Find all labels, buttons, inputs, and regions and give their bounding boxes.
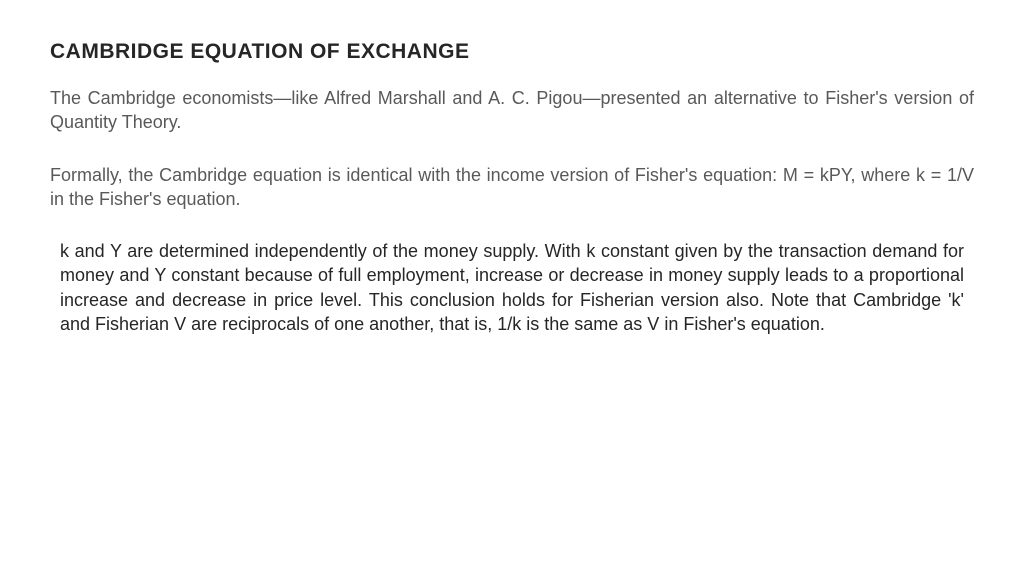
explanation-block: k and Y are determined independently of … <box>50 239 974 336</box>
page-title: CAMBRIDGE EQUATION OF EXCHANGE <box>50 40 974 64</box>
intro-paragraph: The Cambridge economists—like Alfred Mar… <box>50 86 974 135</box>
slide-content: CAMBRIDGE EQUATION OF EXCHANGE The Cambr… <box>0 0 1024 336</box>
explanation-paragraph: k and Y are determined independently of … <box>60 239 964 336</box>
equation-paragraph: Formally, the Cambridge equation is iden… <box>50 163 974 212</box>
